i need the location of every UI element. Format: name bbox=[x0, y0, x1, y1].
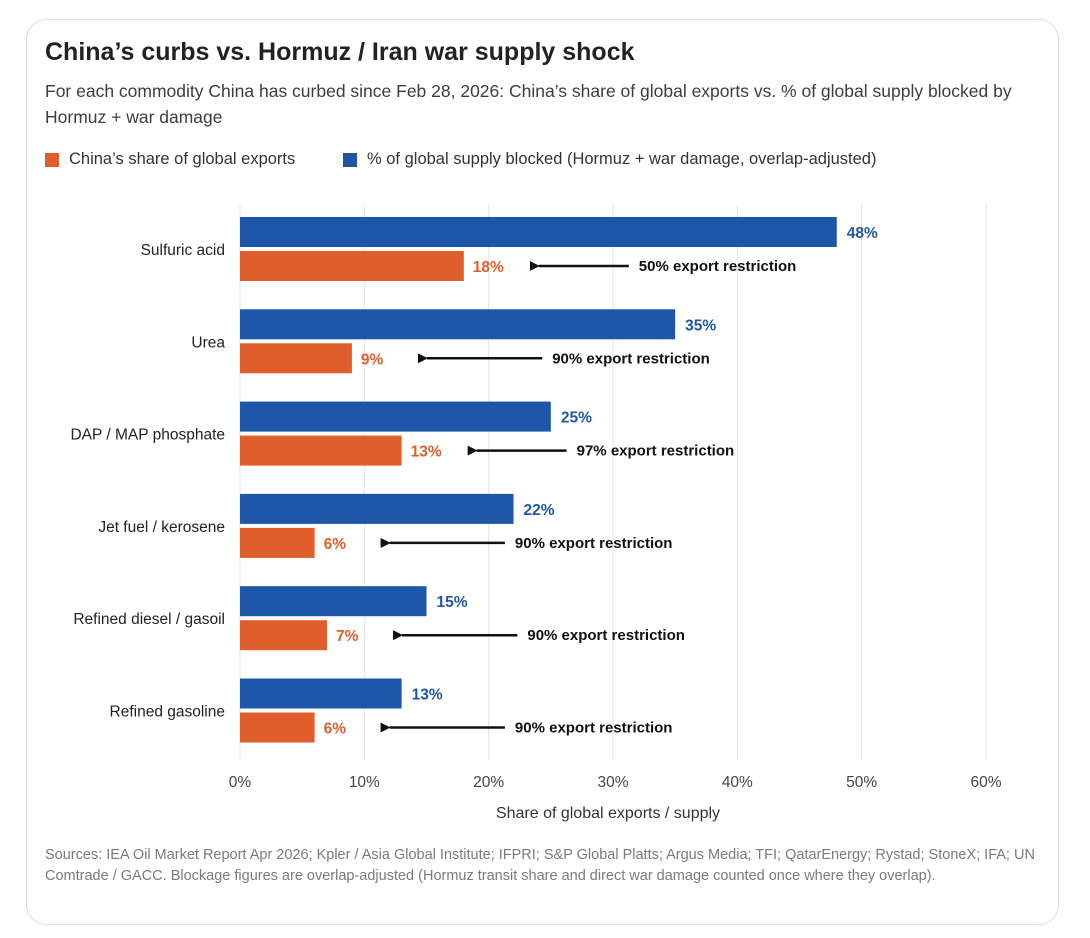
x-tick-label: 20% bbox=[473, 774, 504, 791]
chart-card bbox=[26, 19, 1059, 925]
x-tick-label: 0% bbox=[229, 774, 252, 791]
data-label-blocked: 15% bbox=[437, 594, 468, 611]
bar-china bbox=[240, 712, 315, 743]
chart-subtitle: For each commodity China has curbed sinc… bbox=[45, 81, 1012, 127]
annotation-text: 50% export restriction bbox=[639, 258, 797, 275]
bar-blocked bbox=[240, 401, 551, 432]
bar-blocked bbox=[240, 217, 837, 247]
legend-label-blocked: % of global supply blocked (Hormuz + war… bbox=[367, 150, 877, 168]
annotation-text: 90% export restriction bbox=[515, 720, 673, 737]
bar-blocked bbox=[240, 493, 514, 524]
category-label: Sulfuric acid bbox=[141, 242, 225, 259]
data-label-blocked: 22% bbox=[524, 502, 555, 519]
x-tick-label: 40% bbox=[722, 774, 753, 791]
legend-label-china: China’s share of global exports bbox=[69, 150, 296, 168]
x-axis-label: Share of global exports / supply bbox=[496, 805, 720, 822]
annotation-text: 90% export restriction bbox=[552, 350, 710, 367]
bar-china bbox=[240, 620, 328, 651]
data-label-china: 6% bbox=[324, 536, 347, 553]
data-label-blocked: 35% bbox=[685, 317, 716, 334]
bar-china bbox=[240, 527, 315, 558]
annotation-text: 90% export restriction bbox=[527, 627, 685, 644]
category-label: DAP / MAP phosphate bbox=[70, 427, 225, 444]
data-label-blocked: 13% bbox=[412, 687, 443, 704]
sources-note: Sources: IEA Oil Market Report Apr 2026;… bbox=[45, 847, 1035, 884]
chart-title: China’s curbs vs. Hormuz / Iran war supp… bbox=[45, 38, 635, 66]
data-label-china: 6% bbox=[324, 721, 347, 738]
data-label-china: 18% bbox=[473, 259, 504, 276]
annotation-text: 97% export restriction bbox=[577, 443, 735, 460]
bar-blocked bbox=[240, 586, 427, 617]
data-label-china: 7% bbox=[336, 628, 359, 645]
data-label-blocked: 48% bbox=[847, 225, 878, 242]
legend-item-china: China’s share of global exports bbox=[45, 150, 295, 169]
bar-china bbox=[240, 343, 352, 374]
bar-blocked bbox=[240, 309, 676, 340]
x-tick-label: 50% bbox=[846, 774, 877, 791]
data-label-china: 13% bbox=[411, 444, 442, 461]
x-tick-label: 10% bbox=[349, 774, 380, 791]
category-label: Refined gasoline bbox=[110, 704, 225, 721]
bar-china bbox=[240, 251, 464, 281]
category-label: Urea bbox=[191, 334, 225, 351]
x-tick-label: 60% bbox=[970, 774, 1001, 791]
legend-item-blocked: % of global supply blocked (Hormuz + war… bbox=[343, 150, 876, 169]
bar-blocked bbox=[240, 678, 402, 709]
annotation-text: 90% export restriction bbox=[515, 535, 673, 552]
legend-swatch-blocked bbox=[343, 152, 357, 167]
category-label: Jet fuel / kerosene bbox=[98, 519, 225, 536]
bar-china bbox=[240, 435, 402, 466]
data-label-china: 9% bbox=[361, 351, 384, 368]
legend-swatch-china bbox=[45, 152, 59, 167]
category-label: Refined diesel / gasoil bbox=[73, 611, 225, 628]
data-label-blocked: 25% bbox=[561, 410, 592, 427]
x-tick-label: 30% bbox=[597, 774, 628, 791]
